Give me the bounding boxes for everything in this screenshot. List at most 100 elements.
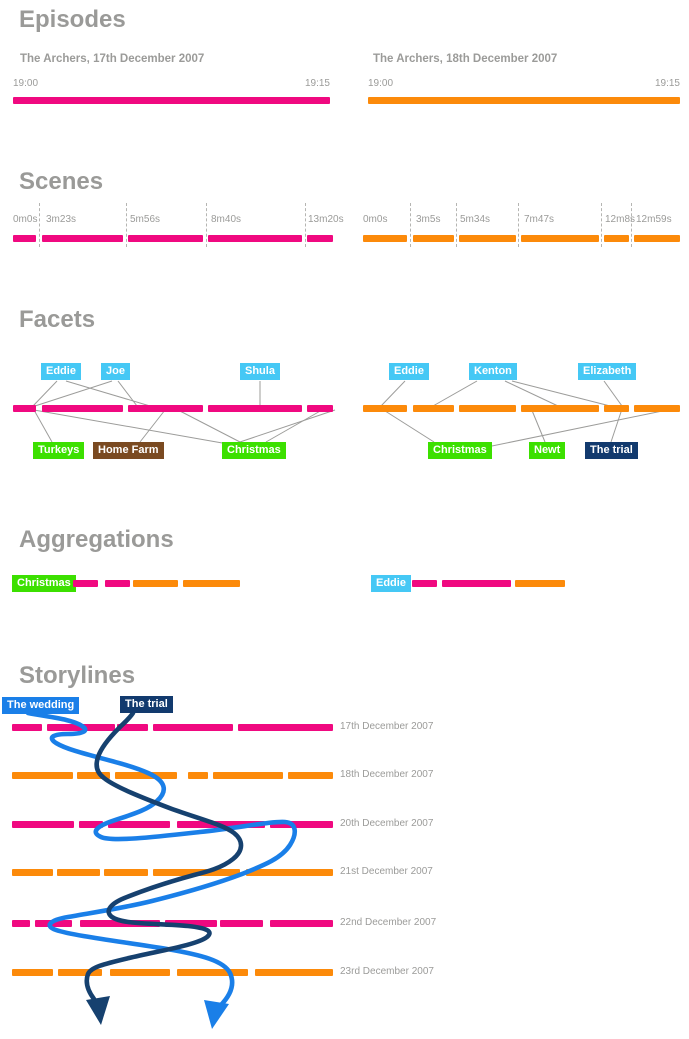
storyline-segment xyxy=(220,920,263,927)
episodes-heading: Episodes xyxy=(19,6,126,33)
storyline-date: 17th December 2007 xyxy=(340,721,434,732)
storyline-segment xyxy=(12,969,53,976)
storyline-date: 21st December 2007 xyxy=(340,866,433,877)
storyline-date: 22nd December 2007 xyxy=(340,917,437,928)
facet-segment xyxy=(521,405,599,412)
storyline-segment xyxy=(153,724,233,731)
scene-tick xyxy=(126,203,127,247)
facets-heading: Facets xyxy=(19,306,96,333)
episode-end-time: 19:15 xyxy=(654,78,680,89)
storyline-chip-the-wedding: The wedding xyxy=(2,697,80,714)
aggregation-segment xyxy=(73,580,98,587)
scene-time-label: 5m34s xyxy=(460,214,491,225)
facet-chip-the-trial: The trial xyxy=(585,442,638,459)
facet-connector-line xyxy=(233,409,336,445)
storyline-segment xyxy=(80,920,160,927)
storyline-segment xyxy=(77,772,110,779)
facet-segment xyxy=(413,405,454,412)
aggregation-chip-christmas: Christmas xyxy=(12,575,76,592)
aggregation-segment xyxy=(515,580,565,587)
storyline-segment xyxy=(35,920,72,927)
facet-segment xyxy=(208,405,302,412)
scene-segment xyxy=(307,235,333,242)
storyline-segment xyxy=(115,772,177,779)
facet-chip-christmas: Christmas xyxy=(428,442,492,459)
storyline-curve-wedding xyxy=(25,710,297,1009)
storyline-segment xyxy=(238,724,333,731)
facet-connector-line xyxy=(610,408,623,443)
aggregation-segment xyxy=(412,580,437,587)
storyline-segment xyxy=(108,821,170,828)
facet-segment xyxy=(307,405,333,412)
scene-tick xyxy=(410,203,411,247)
facet-connector-line xyxy=(33,409,229,445)
storyline-segment xyxy=(188,772,208,779)
storyline-segment xyxy=(246,869,333,876)
aggregation-segment xyxy=(442,580,511,587)
facet-chip-joe: Joe xyxy=(101,363,130,380)
storyline-segment xyxy=(58,969,102,976)
storyline-arrowhead-wedding xyxy=(204,1000,229,1029)
scene-time-label: 8m40s xyxy=(211,214,242,225)
facet-connector-line xyxy=(381,408,435,443)
episode-title: The Archers, 18th December 2007 xyxy=(373,53,558,65)
facet-chip-home-farm: Home Farm xyxy=(93,442,164,459)
scene-segment xyxy=(363,235,407,242)
facet-connector-line xyxy=(139,409,166,443)
storyline-segment xyxy=(79,821,103,828)
facet-chip-eddie: Eddie xyxy=(389,363,429,380)
storyline-segment xyxy=(12,772,73,779)
storyline-segment xyxy=(57,869,100,876)
scene-tick xyxy=(206,203,207,247)
facet-connector-line xyxy=(265,409,323,443)
scene-time-label: 3m23s xyxy=(46,214,77,225)
scene-tick xyxy=(631,203,632,247)
facet-connector-line xyxy=(117,380,138,407)
facet-connector-line xyxy=(177,409,241,443)
episode-title: The Archers, 17th December 2007 xyxy=(20,53,205,65)
facet-segment xyxy=(604,405,629,412)
facet-connector-line xyxy=(380,380,406,407)
facet-chip-newt: Newt xyxy=(529,442,566,459)
facet-chip-kenton: Kenton xyxy=(469,363,517,380)
facet-chip-christmas: Christmas xyxy=(222,442,286,459)
facet-connector-line xyxy=(34,380,113,407)
storyline-segment xyxy=(288,772,333,779)
scene-segment xyxy=(604,235,629,242)
facet-segment xyxy=(363,405,407,412)
scene-time-label: 5m56s xyxy=(130,214,161,225)
episode-bar xyxy=(368,97,680,104)
aggregation-segment xyxy=(105,580,130,587)
aggregations-heading: Aggregations xyxy=(19,526,174,553)
scene-tick xyxy=(518,203,519,247)
episode-start-time: 19:00 xyxy=(13,78,39,89)
scene-segment xyxy=(208,235,302,242)
facet-chip-turkeys: Turkeys xyxy=(33,442,85,459)
storyline-curve-trial xyxy=(84,710,244,1002)
storyline-date: 18th December 2007 xyxy=(340,769,434,780)
facet-chip-shula: Shula xyxy=(240,363,280,380)
scene-time-label: 0m0s xyxy=(363,214,388,225)
storyline-segment xyxy=(255,969,333,976)
facet-segment xyxy=(13,405,36,412)
storyline-segment xyxy=(12,821,74,828)
facet-connector-line xyxy=(486,408,673,448)
scene-segment xyxy=(521,235,599,242)
storyline-segment xyxy=(12,869,53,876)
scene-time-label: 13m20s xyxy=(308,214,344,225)
facet-segment xyxy=(42,405,123,412)
storyline-segment xyxy=(12,920,30,927)
storyline-chip-the-trial: The trial xyxy=(120,696,173,713)
storyline-segment xyxy=(104,869,148,876)
scene-time-label: 3m5s xyxy=(416,214,441,225)
scene-segment xyxy=(128,235,203,242)
facet-connector-line xyxy=(504,380,559,407)
storyline-segment xyxy=(12,724,42,731)
scene-time-label: 0m0s xyxy=(13,214,38,225)
episode-start-time: 19:00 xyxy=(368,78,394,89)
storyline-arrowhead-trial xyxy=(86,996,110,1025)
scene-tick xyxy=(39,203,40,247)
